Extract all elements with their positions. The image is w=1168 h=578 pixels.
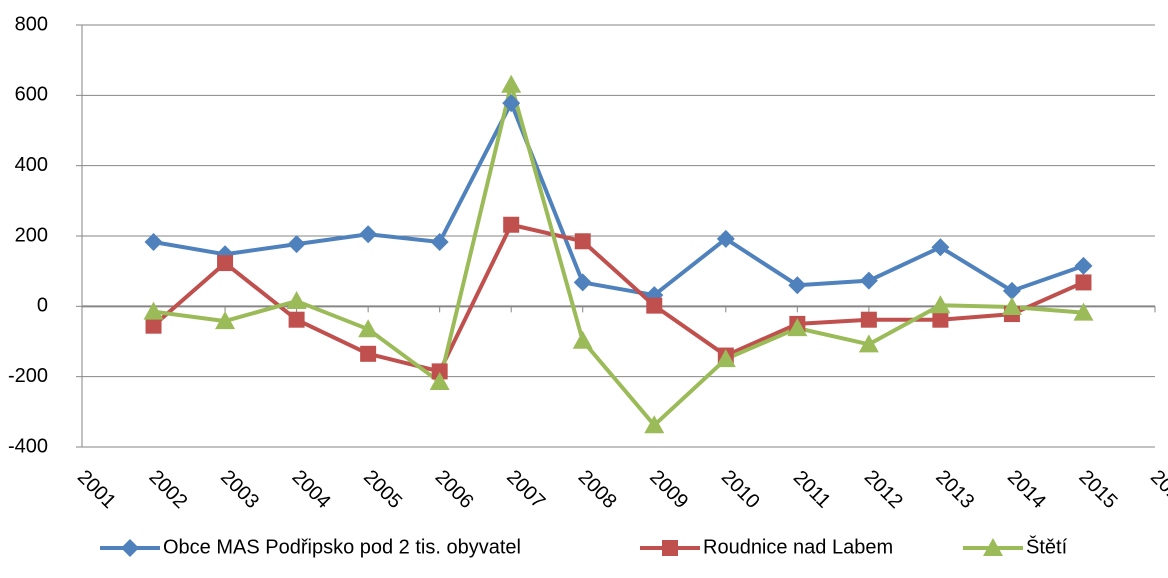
data-point bbox=[787, 318, 808, 337]
y-tick-label: 800 bbox=[15, 13, 48, 35]
series-line bbox=[153, 82, 1084, 428]
data-point bbox=[358, 319, 379, 338]
x-tick-label: 2009 bbox=[645, 466, 692, 513]
data-point bbox=[360, 345, 377, 362]
data-point bbox=[1073, 302, 1094, 321]
x-tick-label: 2001 bbox=[73, 466, 120, 513]
x-tick-label: 2007 bbox=[502, 466, 549, 513]
x-tick-label: 2012 bbox=[860, 466, 907, 513]
y-tick-label: -400 bbox=[8, 435, 48, 457]
x-tick-label: 2015 bbox=[1074, 466, 1121, 513]
data-point bbox=[288, 311, 305, 328]
data-point bbox=[143, 301, 164, 320]
data-point bbox=[286, 291, 307, 310]
legend-label: Obce MAS Podřipsko pod 2 tis. obyvatel bbox=[163, 536, 521, 558]
series-line bbox=[152, 222, 1085, 374]
x-tick-label: 2013 bbox=[931, 466, 978, 513]
y-tick-label: -200 bbox=[8, 365, 48, 387]
data-point bbox=[215, 311, 236, 330]
data-point bbox=[501, 74, 522, 93]
legend-marker bbox=[662, 540, 678, 556]
x-tick-label: 2003 bbox=[216, 466, 263, 513]
data-point bbox=[644, 415, 665, 434]
data-point bbox=[574, 233, 591, 250]
data-point bbox=[788, 276, 807, 295]
data-point bbox=[573, 273, 592, 292]
y-tick-label: 0 bbox=[37, 295, 48, 317]
x-tick-label: 2014 bbox=[1003, 466, 1050, 513]
legend-marker bbox=[121, 539, 139, 557]
y-tick-label: 600 bbox=[15, 84, 48, 106]
data-point bbox=[646, 297, 663, 314]
data-point bbox=[144, 232, 163, 251]
data-point bbox=[859, 271, 878, 290]
data-point bbox=[429, 371, 450, 390]
data-point bbox=[503, 216, 520, 233]
x-tick-label: 2010 bbox=[717, 466, 764, 513]
data-point bbox=[430, 232, 449, 251]
data-point bbox=[715, 349, 736, 368]
data-point bbox=[359, 225, 378, 244]
data-point bbox=[217, 255, 234, 272]
legend-label: Štětí bbox=[1026, 535, 1068, 558]
data-point bbox=[572, 330, 593, 349]
x-tick-label: 2005 bbox=[359, 466, 406, 513]
data-point bbox=[287, 235, 306, 254]
data-point bbox=[1075, 274, 1092, 291]
data-point bbox=[932, 311, 949, 328]
data-point bbox=[1001, 297, 1022, 316]
legend-marker bbox=[983, 538, 1003, 556]
x-tick-label: 2006 bbox=[431, 466, 478, 513]
legend-label: Roudnice nad Labem bbox=[703, 536, 893, 558]
data-point bbox=[431, 363, 448, 380]
data-point bbox=[860, 311, 877, 328]
data-point bbox=[145, 317, 162, 334]
data-point bbox=[716, 229, 735, 248]
x-tick-label: 2016 bbox=[1146, 466, 1168, 513]
y-tick-label: 400 bbox=[15, 154, 48, 176]
data-point bbox=[931, 238, 950, 257]
x-tick-label: 2008 bbox=[574, 466, 621, 513]
x-tick-label: 2011 bbox=[789, 467, 835, 513]
y-tick-label: 200 bbox=[15, 224, 48, 246]
data-point bbox=[858, 334, 879, 353]
data-point bbox=[1002, 281, 1021, 300]
x-tick-label: 2002 bbox=[145, 466, 192, 513]
series-line bbox=[153, 101, 1085, 298]
data-point bbox=[930, 295, 951, 314]
x-tick-label: 2004 bbox=[288, 466, 335, 513]
data-point bbox=[502, 94, 521, 113]
data-point bbox=[1074, 256, 1093, 275]
